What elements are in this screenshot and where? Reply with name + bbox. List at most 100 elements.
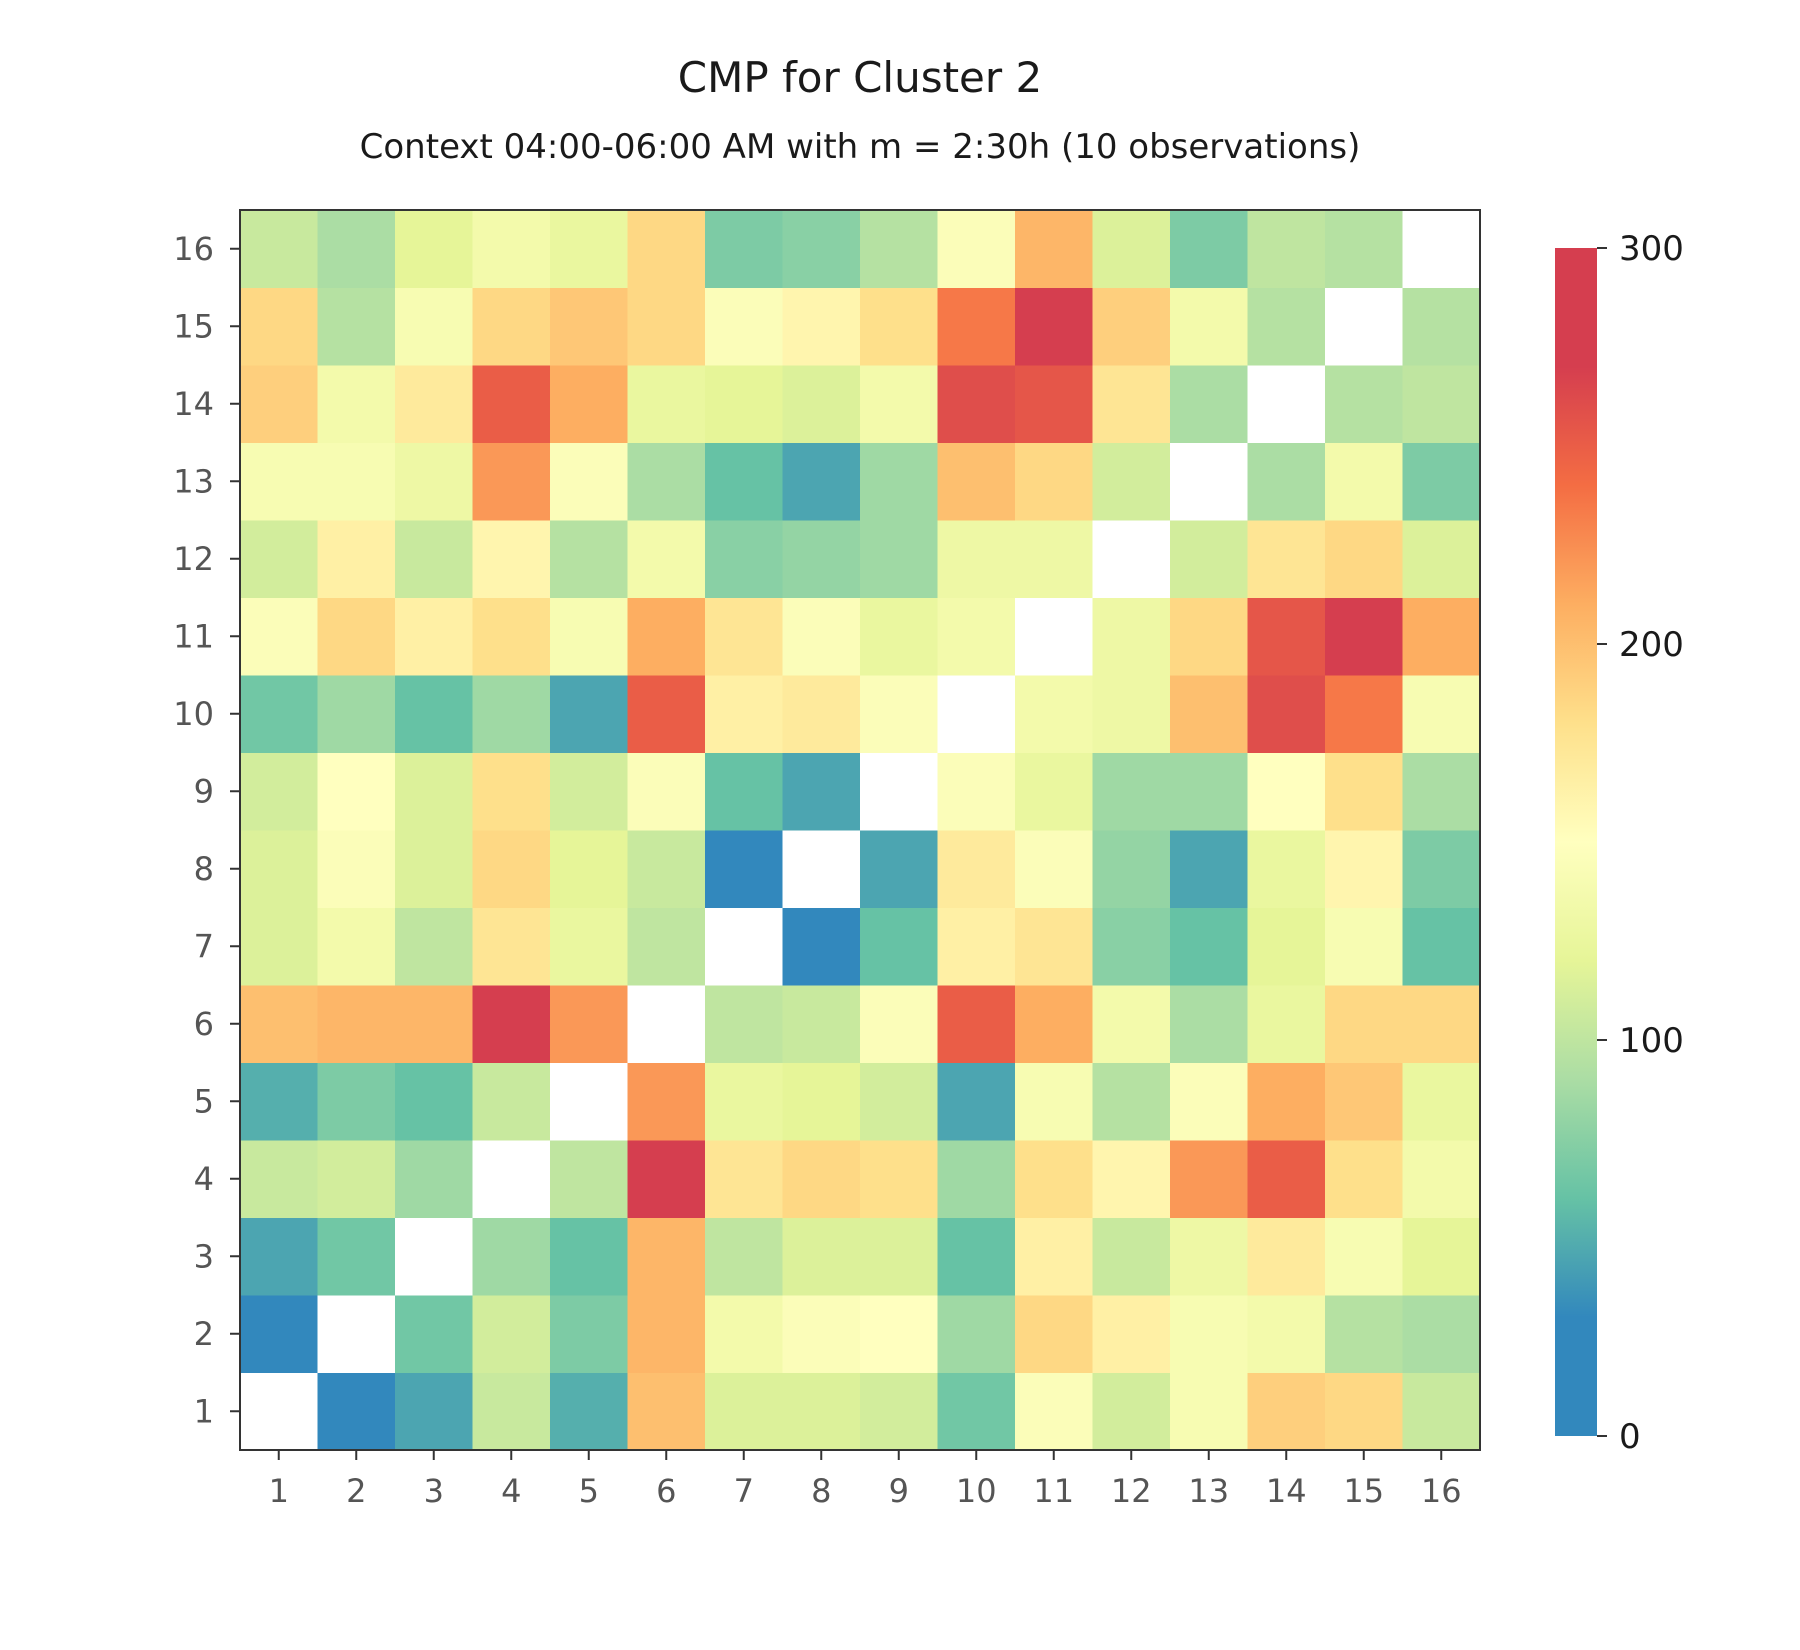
- heatmap-cell-8-1: [240, 830, 318, 908]
- heatmap-cell-3-8: [782, 1217, 861, 1296]
- heatmap-cell-15-10: [937, 287, 1016, 366]
- y-tick-label: 9: [194, 772, 214, 810]
- heatmap-cell-16-11: [1015, 210, 1093, 288]
- heatmap-cell-3-5: [550, 1217, 628, 1296]
- heatmap-cell-5-16: [1402, 1062, 1481, 1141]
- heatmap-cell-6-5: [550, 985, 628, 1063]
- heatmap-cell-4-6: [627, 1140, 706, 1218]
- heatmap-cell-11-3: [395, 597, 473, 676]
- heatmap-cell-1-10: [937, 1372, 1016, 1451]
- heatmap-cell-6-10: [937, 985, 1016, 1063]
- heatmap-cell-13-16: [1402, 442, 1481, 521]
- heatmap-cell-16-9: [860, 210, 938, 288]
- x-tick-label: 10: [956, 1472, 997, 1510]
- heatmap-cell-7-8: [782, 907, 861, 986]
- x-tick-label: 5: [579, 1472, 599, 1510]
- heatmap-cell-14-5: [550, 365, 628, 443]
- heatmap-cell-12-14: [1247, 520, 1326, 598]
- heatmap-cell-13-12: [1092, 442, 1171, 521]
- x-tick-label: 3: [424, 1472, 444, 1510]
- heatmap-cell-13-1: [240, 442, 318, 521]
- heatmap-cell-9-9: [860, 752, 938, 831]
- heatmap-cell-6-4: [472, 985, 551, 1063]
- heatmap-cell-14-3: [395, 365, 473, 443]
- heatmap-cell-4-4: [472, 1140, 551, 1218]
- y-tick-label: 1: [194, 1392, 214, 1430]
- heatmap-cell-13-7: [705, 442, 783, 521]
- heatmap-cell-3-14: [1247, 1217, 1326, 1296]
- heatmap-cell-7-10: [937, 907, 1016, 986]
- x-tick-label: 11: [1033, 1472, 1074, 1510]
- heatmap-cell-5-8: [782, 1062, 861, 1141]
- plot-frame: [239, 209, 1481, 1451]
- heatmap-cell-6-13: [1170, 985, 1248, 1063]
- heatmap-cell-2-7: [705, 1295, 783, 1373]
- heatmap-cell-1-3: [395, 1372, 473, 1451]
- heatmap-cell-5-9: [860, 1062, 938, 1141]
- heatmap-cell-15-6: [627, 287, 706, 366]
- heatmap-cell-3-13: [1170, 1217, 1248, 1296]
- heatmap-cell-10-13: [1170, 675, 1248, 753]
- heatmap-cell-4-7: [705, 1140, 783, 1218]
- heatmap-cell-12-11: [1015, 520, 1093, 598]
- heatmap-cell-2-4: [472, 1295, 551, 1373]
- heatmap-cell-9-5: [550, 752, 628, 831]
- heatmap-cell-15-14: [1247, 287, 1326, 366]
- heatmap-cell-13-3: [395, 442, 473, 521]
- heatmap-cell-5-3: [395, 1062, 473, 1141]
- heatmap-cell-2-5: [550, 1295, 628, 1373]
- heatmap-cell-3-3: [395, 1217, 473, 1296]
- heatmap-cell-14-15: [1325, 365, 1403, 443]
- heatmap-cell-12-5: [550, 520, 628, 598]
- colorbar-tick-label: 0: [1619, 1417, 1641, 1457]
- heatmap-cell-3-15: [1325, 1217, 1403, 1296]
- heatmap-cell-12-3: [395, 520, 473, 598]
- heatmap-cell-6-2: [317, 985, 396, 1063]
- heatmap-cell-15-15: [1325, 287, 1403, 366]
- heatmap-cell-15-11: [1015, 287, 1093, 366]
- heatmap-cell-3-6: [627, 1217, 706, 1296]
- heatmap-cell-2-14: [1247, 1295, 1326, 1373]
- heatmap-cell-6-9: [860, 985, 938, 1063]
- heatmap-cell-11-2: [317, 597, 396, 676]
- heatmap-cell-12-2: [317, 520, 396, 598]
- heatmap-cell-1-13: [1170, 1372, 1248, 1451]
- heatmap-cell-13-9: [860, 442, 938, 521]
- heatmap-cell-4-16: [1402, 1140, 1481, 1218]
- y-tick-label: 2: [194, 1315, 214, 1353]
- heatmap-cell-10-7: [705, 675, 783, 753]
- x-tick-label: 7: [734, 1472, 754, 1510]
- x-tick-label: 8: [811, 1472, 831, 1510]
- heatmap-cell-7-4: [472, 907, 551, 986]
- heatmap-cell-7-12: [1092, 907, 1171, 986]
- heatmap-cell-7-6: [627, 907, 706, 986]
- heatmap-cell-16-4: [472, 210, 551, 288]
- heatmap-cell-13-6: [627, 442, 706, 521]
- heatmap-cell-7-13: [1170, 907, 1248, 986]
- heatmap-cell-13-8: [782, 442, 861, 521]
- heatmap-cell-6-6: [627, 985, 706, 1063]
- y-tick-label: 10: [173, 695, 214, 733]
- heatmap-cell-16-6: [627, 210, 706, 288]
- heatmap-cell-11-16: [1402, 597, 1481, 676]
- x-tick-label: 9: [889, 1472, 909, 1510]
- x-axis: 1 2 3 4 5 6 7 8 9 10 11 12 13 14 15 16: [269, 1450, 1462, 1510]
- heatmap-cell-5-4: [472, 1062, 551, 1141]
- heatmap-cell-8-8: [782, 830, 861, 908]
- heatmap-cell-5-2: [317, 1062, 396, 1141]
- heatmap-cell-7-1: [240, 907, 318, 986]
- heatmap-cell-1-5: [550, 1372, 628, 1451]
- heatmap-cell-16-8: [782, 210, 861, 288]
- heatmap-cell-5-15: [1325, 1062, 1403, 1141]
- heatmap-cell-2-15: [1325, 1295, 1403, 1373]
- heatmap-cell-3-4: [472, 1217, 551, 1296]
- heatmap-cell-13-15: [1325, 442, 1403, 521]
- heatmap-cell-15-12: [1092, 287, 1171, 366]
- heatmap-cell-8-9: [860, 830, 938, 908]
- heatmap-cell-6-15: [1325, 985, 1403, 1063]
- heatmap-cell-9-16: [1402, 752, 1481, 831]
- heatmap-cell-1-6: [627, 1372, 706, 1451]
- heatmap-cell-11-14: [1247, 597, 1326, 676]
- heatmap-cell-16-5: [550, 210, 628, 288]
- heatmap-cell-5-10: [937, 1062, 1016, 1141]
